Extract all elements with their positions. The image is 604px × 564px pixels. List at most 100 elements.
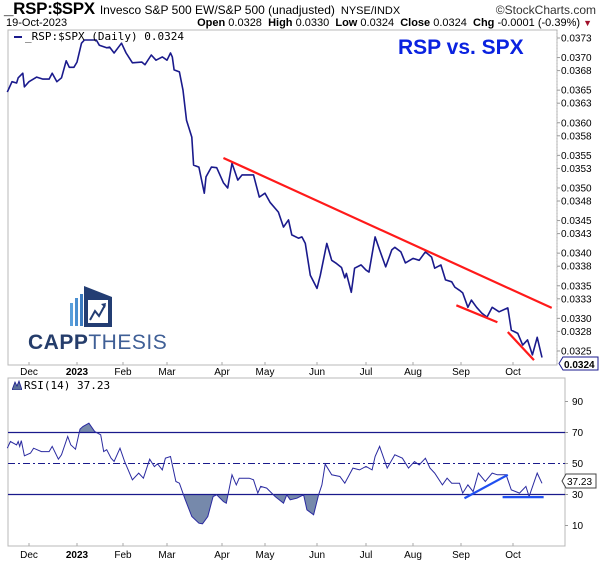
- x-tick-label: Oct: [505, 367, 521, 378]
- y-tick-label: 0.0333: [561, 294, 592, 305]
- x-tick-label: Sep: [452, 550, 470, 561]
- last-value-labels: 0.0324 37.23: [558, 356, 599, 489]
- y-tick-label: 0.0348: [561, 197, 592, 208]
- x-tick-label: Dec: [20, 550, 38, 561]
- header-row-2: 19-Oct-2023 Open 0.0328 High 0.0330 Low …: [4, 17, 596, 29]
- rsi-tick-label: 70: [572, 428, 584, 439]
- x-tick-label: May: [256, 550, 275, 561]
- y-tick-label: 0.0355: [561, 151, 592, 162]
- x-tick-label: May: [256, 367, 275, 378]
- chg-label: Chg: [473, 17, 495, 29]
- y-tick-label: 0.0345: [561, 216, 592, 227]
- price-last-value-box: [558, 356, 599, 371]
- x-tick-label: Feb: [114, 367, 132, 378]
- x-tick-label: Jul: [360, 550, 373, 561]
- price-trendline: [455, 304, 498, 324]
- rsi-series-line: [6, 422, 543, 525]
- x-tick-label: Dec: [20, 367, 38, 378]
- y-tick-label: 0.0350: [561, 183, 592, 194]
- mountain-chart-icon: [11, 379, 23, 391]
- chart-annotation-title: RSP vs. SPX: [398, 36, 524, 59]
- price-trendline: [222, 156, 553, 309]
- x-tick-label: Jul: [360, 367, 373, 378]
- rsi-tick-label: 90: [572, 397, 584, 408]
- logo-chart-arrow-icon: [89, 304, 106, 321]
- high-label: High: [268, 17, 293, 29]
- ohlc-summary: Open 0.0328 High 0.0330 Low 0.0324 Close…: [197, 17, 592, 29]
- x-tick-label: 2023: [66, 367, 89, 378]
- y-tick-label: 0.0370: [561, 53, 592, 64]
- x-tick-label: Aug: [404, 367, 422, 378]
- symbol-description: Invesco S&P 500 EW/S&P 500 (unadjusted): [99, 3, 335, 17]
- x-tick-label: Oct: [505, 550, 521, 561]
- price-last-value: 0.0324: [564, 360, 595, 371]
- y-tick-label: 0.0343: [561, 229, 592, 240]
- price-plot: [6, 39, 553, 361]
- symbol-title: _RSP:$SPX: [4, 0, 95, 18]
- y-tick-label: 0.0360: [561, 118, 592, 129]
- y-tick-label: 0.0373: [561, 34, 592, 45]
- x-tick-label: Mar: [158, 367, 176, 378]
- logo-bar: [80, 294, 83, 326]
- x-tick-label: Apr: [214, 550, 230, 561]
- rsi-legend: RSI(14) 37.23: [11, 379, 111, 392]
- price-series-line: [6, 39, 543, 358]
- y-tick-label: 0.0368: [561, 66, 592, 77]
- rsi-panel: [7, 377, 566, 547]
- logo-bar: [70, 303, 73, 326]
- price-legend: _RSP:$SPX (Daily) 0.0324: [14, 31, 184, 43]
- close-value: 0.0324: [433, 17, 467, 29]
- rsi-tick-label: 30: [572, 490, 584, 501]
- chart-date: 19-Oct-2023: [6, 17, 68, 29]
- stockcharts-brand[interactable]: ©StockCharts.com: [495, 3, 596, 17]
- y-tick-label: 0.0330: [561, 314, 592, 325]
- rsi-plot: [6, 422, 565, 525]
- rsi-last-value-box: [561, 473, 597, 489]
- y-tick-label: 0.0340: [561, 249, 592, 260]
- logo-text-capp: CAPP: [28, 331, 89, 354]
- rsi-tick-label: 10: [572, 521, 584, 532]
- rsi-tick-label: 50: [572, 459, 584, 470]
- x-axis: Dec Dec 2023 2023 Feb Feb Mar Mar Apr Apr May May Ju…: [20, 362, 521, 561]
- x-tick-label: Sep: [452, 367, 470, 378]
- close-label: Close: [400, 17, 431, 29]
- chg-value: -0.0001 (-0.39%): [497, 17, 581, 29]
- logo-text: CAPPTHESIS: [28, 331, 167, 355]
- capp-thesis-logo: [70, 286, 112, 327]
- y-tick-label: 0.0353: [561, 164, 592, 175]
- header-row-1: _RSP:$SPX Invesco S&P 500 EW/S&P 500 (un…: [4, 0, 596, 17]
- rsi-last-value: 37.23: [567, 477, 592, 488]
- y-tick-label: 0.0328: [561, 327, 592, 338]
- x-tick-label: 2023: [66, 550, 89, 561]
- y-tick-label: 0.0365: [561, 86, 592, 97]
- x-tick-label: Aug: [404, 550, 422, 561]
- x-tick-label: Jun: [309, 550, 325, 561]
- logo-text-thesis: THESIS: [88, 331, 168, 354]
- x-tick-label: Jun: [309, 367, 325, 378]
- x-tick-label: Apr: [214, 367, 230, 378]
- price-panel: [7, 29, 558, 366]
- open-value: 0.0328: [228, 17, 262, 29]
- low-value: 0.0324: [360, 17, 395, 29]
- price-legend-text: _RSP:$SPX (Daily) 0.0324: [25, 30, 184, 43]
- exchange: NYSE/INDX: [340, 5, 401, 17]
- x-tick-label: Mar: [158, 550, 176, 561]
- price-y-axis: 0.0373 0.0370 0.0368 0.0365 0.0363 0.0360 0.03…: [557, 34, 592, 357]
- rsi-legend-text: RSI(14) 37.23: [24, 379, 111, 392]
- open-label: Open: [197, 17, 226, 29]
- high-value: 0.0330: [295, 17, 330, 29]
- low-label: Low: [335, 17, 358, 29]
- series-swatch-icon: [14, 36, 22, 38]
- y-tick-label: 0.0358: [561, 131, 592, 142]
- logo-bar: [75, 298, 78, 326]
- price-trendline: [506, 331, 535, 361]
- y-tick-label: 0.0325: [561, 346, 592, 357]
- y-tick-label: 0.0338: [561, 262, 592, 273]
- logo-building-icon: [84, 286, 112, 327]
- rsi-trendline: [463, 473, 509, 500]
- y-tick-label: 0.0363: [561, 99, 592, 110]
- y-tick-label: 0.0335: [561, 281, 592, 292]
- x-tick-label: Feb: [114, 550, 132, 561]
- logo-arrow-head-icon: [101, 303, 106, 308]
